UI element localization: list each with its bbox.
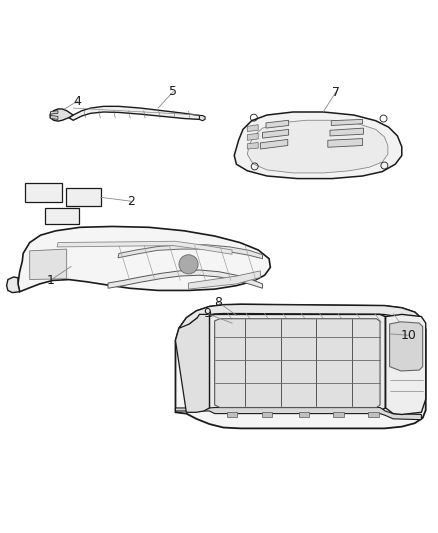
Polygon shape: [390, 322, 423, 371]
Polygon shape: [368, 413, 379, 417]
Polygon shape: [66, 188, 101, 206]
Polygon shape: [69, 107, 201, 120]
Polygon shape: [45, 208, 79, 224]
Polygon shape: [328, 139, 363, 147]
Text: 5: 5: [170, 85, 177, 98]
Polygon shape: [262, 130, 289, 138]
Polygon shape: [247, 125, 258, 132]
Polygon shape: [330, 128, 364, 136]
Polygon shape: [18, 227, 270, 292]
Text: 9: 9: [203, 307, 211, 320]
Text: 2: 2: [127, 195, 135, 208]
Polygon shape: [261, 413, 272, 417]
Polygon shape: [386, 314, 426, 415]
Circle shape: [179, 255, 198, 274]
Polygon shape: [50, 111, 58, 114]
Polygon shape: [234, 112, 402, 179]
Polygon shape: [176, 304, 426, 429]
Polygon shape: [176, 408, 421, 419]
Polygon shape: [188, 271, 260, 289]
Text: 4: 4: [74, 95, 81, 108]
Polygon shape: [209, 314, 385, 411]
Polygon shape: [25, 183, 62, 202]
Polygon shape: [57, 241, 232, 254]
Polygon shape: [227, 413, 237, 417]
Polygon shape: [199, 116, 205, 120]
Polygon shape: [247, 120, 388, 173]
Polygon shape: [333, 413, 344, 417]
Text: 7: 7: [332, 86, 339, 99]
Text: 10: 10: [400, 329, 416, 342]
Polygon shape: [247, 142, 258, 149]
Polygon shape: [215, 319, 380, 408]
Polygon shape: [179, 304, 423, 333]
Polygon shape: [7, 277, 20, 293]
Polygon shape: [331, 119, 363, 125]
Polygon shape: [299, 413, 309, 417]
Polygon shape: [108, 270, 262, 288]
Polygon shape: [260, 140, 288, 149]
Polygon shape: [30, 249, 67, 279]
Text: 1: 1: [46, 274, 54, 287]
Polygon shape: [50, 116, 58, 119]
Polygon shape: [266, 120, 289, 128]
Polygon shape: [50, 109, 73, 121]
Polygon shape: [176, 314, 209, 413]
Polygon shape: [247, 133, 258, 140]
Polygon shape: [118, 245, 262, 259]
Text: 8: 8: [214, 296, 222, 309]
